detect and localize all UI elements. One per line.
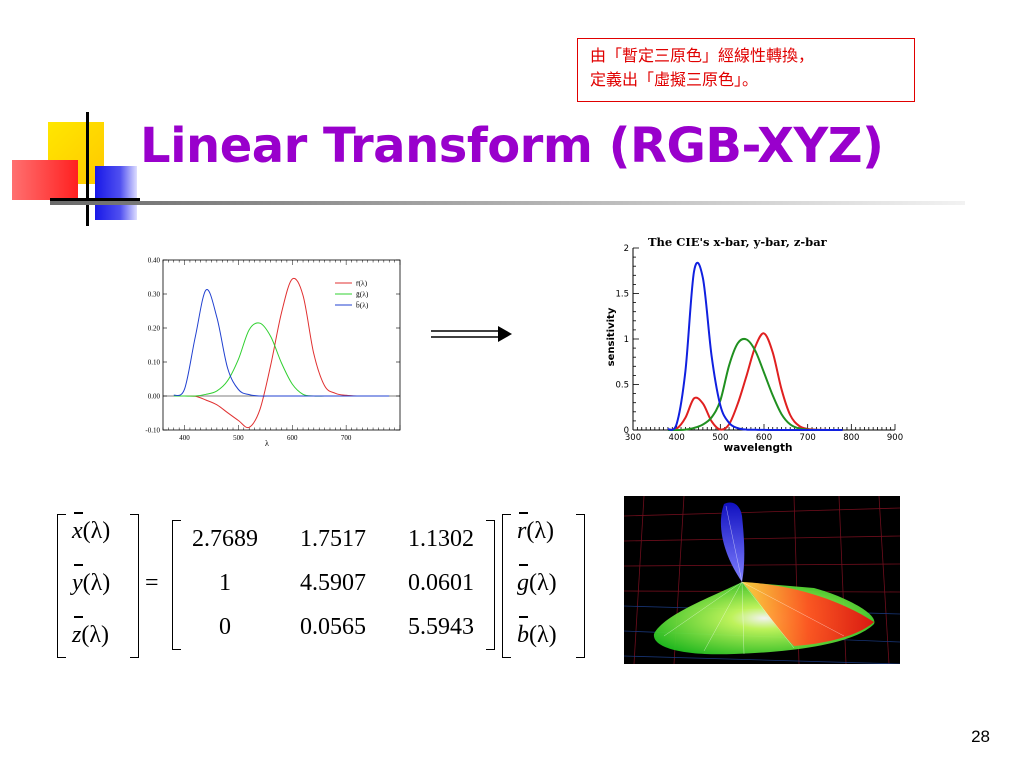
matrix-right-bracket [486,520,495,650]
rhs-g-entry: g(λ) [517,564,557,596]
cie-x-tick-label: 600 [756,433,772,443]
rgb-x-tick-label: 500 [233,434,244,442]
cie-chart-title: The CIE's x-bar, y-bar, z-bar [648,235,828,249]
matrix-cell-2-1: 1 [219,570,231,596]
rgb-legend-label-1: ḡ(λ) [356,290,369,299]
cie-y-tick-label: 1 [624,335,629,345]
rgb-x-axis-label: λ [265,439,269,448]
matrix-left-bracket [172,520,181,650]
cie-x-tick-label: 800 [843,433,859,443]
annotation-line-2: 定義出「虛擬三原色」。 [590,70,759,89]
rhs-b-entry: b(λ) [517,616,557,648]
lhs-x-entry: x(λ) [72,512,111,544]
rgb-y-tick-label: 0.40 [148,257,161,265]
color-space-3d-image [624,496,900,664]
cie-x-tick-label: 700 [800,433,816,443]
rgb-matching-functions-chart: 0.40 0.30 0.20 0.10 0.00 -0.10 400 500 600 700 λ… [145,257,401,448]
lhs-right-bracket [130,514,139,658]
lhs-z-entry: z(λ) [72,616,109,648]
rgb-series-line-2 [173,289,390,397]
title-underline [50,201,965,205]
cie-xyz-chart: The CIE's x-bar, y-bar, z-bar 21.510.50 … [606,235,903,454]
double-arrow-icon [431,326,512,342]
cie-y-tick-label: 1.5 [615,290,629,300]
rhs-left-bracket [502,514,511,658]
lhs-left-bracket [57,514,66,658]
cie-x-axis-label: wavelength [724,442,793,454]
rgb-x-tick-label: 600 [287,434,298,442]
page-number: 28 [971,727,990,746]
equals-sign: = [145,570,159,596]
matrix-cell-1-2: 1.7517 [300,526,366,552]
logo-vertical-line [86,112,89,226]
cie-y-tick-label: 2 [624,244,629,254]
rgb-legend-label-0: r̄(λ) [356,279,368,288]
rhs-r-entry: r(λ) [517,512,554,544]
cie-x-tick-label: 900 [887,433,903,443]
matrix-cell-3-3: 5.5943 [408,614,474,640]
cie-x-tick-label: 300 [625,433,641,443]
slide-title: Linear Transform (RGB-XYZ) [140,118,884,174]
matrix-cell-2-2: 4.5907 [300,570,366,596]
cie-y-axis-label: sensitivity [606,307,617,366]
matrix-cell-3-1: 0 [219,614,231,640]
matrix-cell-3-2: 0.0565 [300,614,366,640]
cie-series-line-1 [667,337,843,432]
logo-horizontal-line [50,198,140,201]
rgb-y-tick-label: 0.30 [148,291,161,299]
rgb-y-tick-label: 0.00 [148,393,161,401]
cie-series-line-0 [667,332,843,431]
rhs-right-bracket [576,514,585,658]
logo-red-square [12,160,78,200]
cie-x-tick-label: 400 [669,433,685,443]
annotation-box: 由「暫定三原色」經線性轉換， 定義出「虛擬三原色」。 [577,38,915,102]
logo-blue-square [95,166,137,220]
annotation-line-1: 由「暫定三原色」經線性轉換， [590,46,815,65]
cie-x-tick-label: 500 [712,433,728,443]
cie-y-tick-label: 0 [624,426,629,436]
rgb-x-tick-label: 400 [179,434,190,442]
lhs-y-entry: y(λ) [72,564,111,596]
matrix-cell-1-1: 2.7689 [192,526,258,552]
rgb-x-tick-label: 700 [341,434,352,442]
rgb-y-tick-label: 0.10 [148,359,161,367]
cie-series-line-2 [667,261,843,431]
matrix-cell-2-3: 0.0601 [408,570,474,596]
rgb-y-tick-label: -0.10 [145,427,160,435]
rgb-y-tick-label: 0.20 [148,325,161,333]
matrix-cell-1-3: 1.1302 [408,526,474,552]
rgb-legend-label-2: b̄(λ) [356,301,369,310]
cie-y-tick-label: 0.5 [615,381,629,391]
